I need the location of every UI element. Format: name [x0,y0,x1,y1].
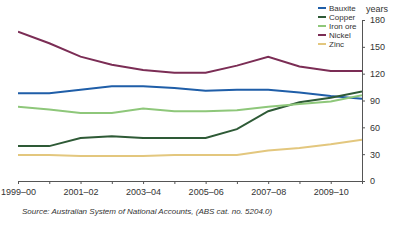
x-tick: 2003–04 [126,181,161,197]
y-tick: 90 [362,96,380,106]
x-axis-line [19,182,363,185]
y-tick: 120 [362,69,385,79]
y-tick-label: 30 [370,150,380,160]
lines [18,32,362,156]
y-tick: 150 [362,42,385,52]
x-tick: 2007–08 [251,181,286,197]
x-tick [237,181,238,184]
x-tick-mark [206,181,207,184]
x-tick-mark [174,181,175,184]
legend-label: Nickel [329,31,351,40]
x-tick-label: 2001–02 [64,187,99,197]
x-axis: 1999–00 2001–02 2003–04 2005–06 2007–08 2009–… [1,181,363,197]
y-tick-label: 120 [370,69,385,79]
y-tick-mark [362,154,365,155]
x-tick-label: 1999–00 [1,187,36,197]
legend-label: Copper [329,13,356,22]
x-tick-mark [299,181,300,184]
y-tick-label: 60 [370,123,380,133]
x-tick-mark [49,181,50,184]
y-tick-label: 180 [370,15,385,25]
x-tick-mark [237,181,238,184]
x-tick-mark [143,181,144,184]
y-tick-label: 150 [370,42,385,52]
x-tick: 1999–00 [1,181,36,197]
legend-swatch [318,34,326,36]
y-tick-label: 0 [370,176,375,186]
x-tick-mark [268,181,269,184]
y-axis: 0 30 60 90 120 150 180 [362,15,385,186]
legend-label: Iron ore [329,22,357,31]
y-tick-mark [362,74,365,75]
x-tick-label: 2005–06 [189,187,224,197]
x-tick-label: 2009–10 [314,187,349,197]
y-tick-mark [362,181,365,182]
series-line [18,140,362,156]
y-tick-mark [362,101,365,102]
y-tick: 180 [362,15,385,25]
y-tick: 60 [362,123,380,133]
y-tick: 0 [362,176,375,186]
x-tick [49,181,50,184]
series-line [18,86,362,99]
series-line [18,95,362,113]
x-tick-mark [18,181,19,184]
x-tick-mark [112,181,113,184]
x-tick-label: 2007–08 [251,187,286,197]
y-tick-mark [362,127,365,128]
x-tick-mark [81,181,82,184]
legend-swatch [318,7,326,9]
legend-swatch [318,25,326,27]
legend-swatch [318,16,326,18]
x-tick-label: 2003–04 [126,187,161,197]
series-line [18,92,362,147]
x-tick: 2001–02 [64,181,99,197]
y-axis-title: years [366,4,389,14]
y-tick-mark [362,47,365,48]
legend: BauxiteCopperIron oreNickelZinc [318,4,357,49]
legend-label: Zinc [329,40,344,49]
y-tick: 30 [362,150,380,160]
source-note: Source: Australian System of National Ac… [22,207,273,216]
x-tick-mark [331,181,332,184]
y-tick-label: 90 [370,96,380,106]
x-tick [174,181,175,184]
x-tick: 2005–06 [189,181,224,197]
y-tick-mark [362,20,365,21]
series-line [18,32,362,73]
x-tick: 2009–10 [314,181,349,197]
x-tick [299,181,300,184]
legend-swatch [318,43,326,45]
chart: 1999–00 2001–02 2003–04 2005–06 2007–08 2009–… [0,0,397,227]
x-tick [112,181,113,184]
legend-label: Bauxite [329,4,356,13]
